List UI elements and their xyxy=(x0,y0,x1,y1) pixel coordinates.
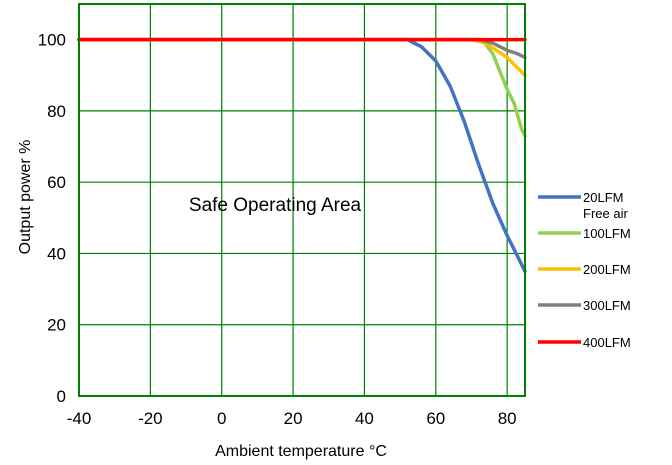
x-tick-label: -20 xyxy=(138,409,163,428)
x-tick-labels: -40 -20 0 20 40 60 80 xyxy=(67,409,517,428)
y-tick-label: 20 xyxy=(47,316,66,335)
x-tick-label: 0 xyxy=(217,409,226,428)
y-tick-label: 0 xyxy=(57,387,66,406)
y-tick-label: 80 xyxy=(47,102,66,121)
grid-lines xyxy=(79,4,526,396)
plot-background xyxy=(79,4,525,396)
x-tick-label: 20 xyxy=(284,409,303,428)
legend-label-300lfm: 300LFM xyxy=(583,298,631,313)
legend-sublabel: Free air xyxy=(583,206,628,221)
y-tick-label: 60 xyxy=(47,173,66,192)
y-tick-labels: 0 20 40 60 80 100 xyxy=(38,31,66,406)
series-lines xyxy=(77,37,527,274)
annotation-safe-operating-area: Safe Operating Area xyxy=(189,195,362,216)
y-tick-label: 40 xyxy=(47,244,66,263)
plot-border xyxy=(78,3,526,397)
x-tick-label: 80 xyxy=(498,409,517,428)
x-tick-label: 60 xyxy=(426,409,445,428)
x-tick-label: 40 xyxy=(355,409,374,428)
legend-label-200lfm: 200LFM xyxy=(583,262,631,277)
x-tick-label: -40 xyxy=(67,409,92,428)
y-axis-title: Output power % xyxy=(17,140,34,255)
legend-label-20lfm: 20LFM xyxy=(583,190,623,205)
legend-label-400lfm: 400LFM xyxy=(583,335,631,350)
y-tick-label: 100 xyxy=(38,31,66,50)
legend-label-100lfm: 100LFM xyxy=(583,226,631,241)
x-axis-title: Ambient temperature °C xyxy=(215,443,387,460)
